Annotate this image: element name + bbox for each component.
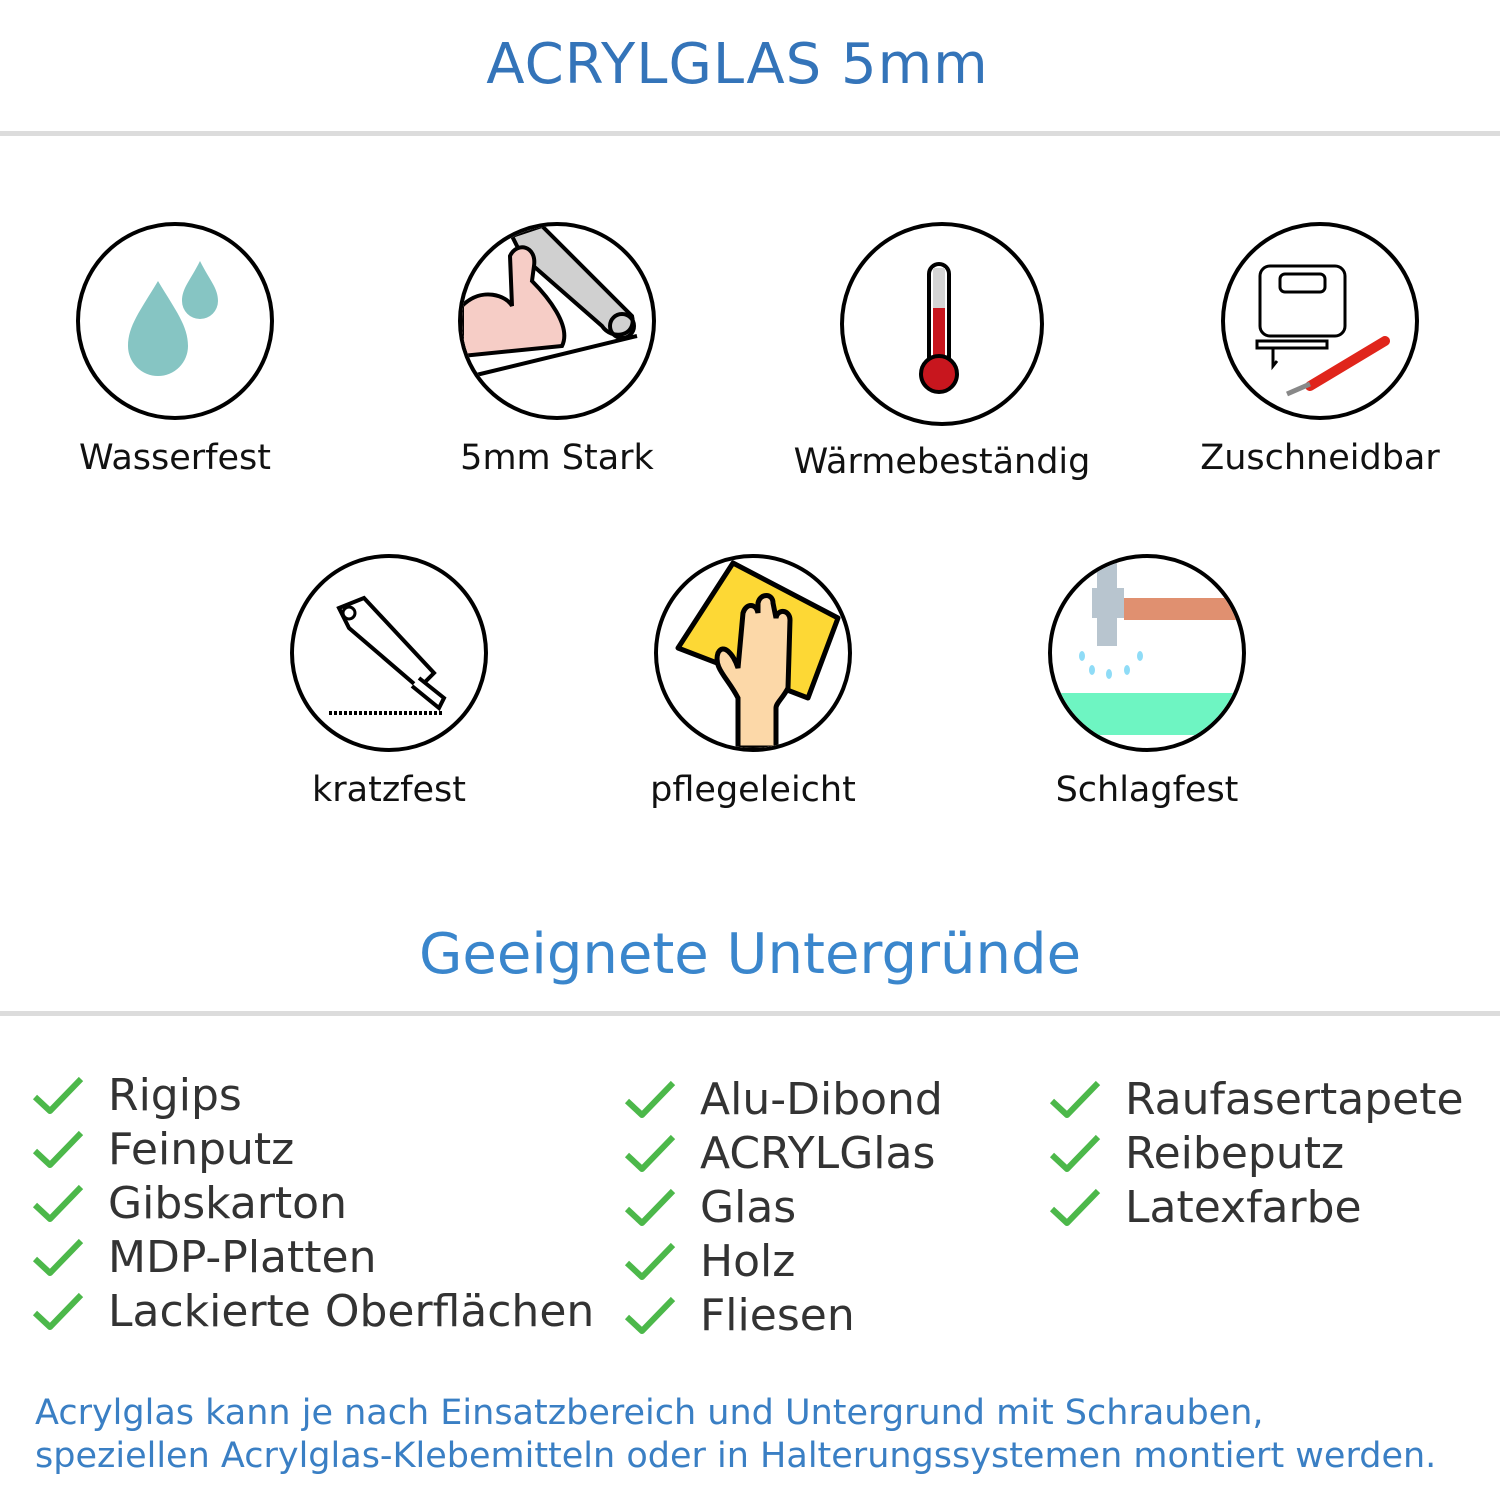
water-drops-icon — [76, 222, 274, 420]
feature-label: Schlagfest — [1055, 770, 1239, 810]
surface-item: Reibeputz — [1049, 1126, 1464, 1180]
surfaces-column-1: Rigips Feinputz Gibskarton MDP-Platten Lacki… — [32, 1068, 594, 1338]
surface-item: Alu-Dibond — [624, 1072, 943, 1126]
surface-label: Rigips — [108, 1069, 242, 1121]
feature-label: kratzfest — [311, 770, 466, 810]
footer-line-2: speziellen Acrylglas-Klebemitteln oder i… — [35, 1436, 1437, 1476]
surface-label: Alu-Dibond — [700, 1073, 943, 1125]
feature-pflegeleicht: pflegeleicht — [583, 554, 923, 810]
surfaces-column-2: Alu-Dibond ACRYLGlas Glas Holz Fliesen — [624, 1072, 943, 1342]
strong-arm-icon — [458, 222, 656, 420]
checkmark-icon — [32, 1184, 84, 1222]
checkmark-icon — [624, 1080, 676, 1118]
surfaces-column-3: Raufasertapete Reibeputz Latexfarbe — [1049, 1072, 1464, 1234]
surfaces-title: Geeignete Untergründe — [418, 922, 1082, 987]
feature-kratzfest: kratzfest — [219, 554, 559, 810]
divider — [0, 1011, 1500, 1016]
checkmark-icon — [624, 1296, 676, 1334]
surface-label: Lackierte Oberflächen — [108, 1285, 595, 1337]
cleaning-hand-icon — [654, 554, 852, 752]
surface-label: Glas — [700, 1181, 797, 1233]
feature-zuschneidbar: Zuschneidbar — [1150, 222, 1490, 478]
checkmark-icon — [624, 1188, 676, 1226]
feature-5mm-stark: 5mm Stark — [387, 222, 727, 478]
feature-label: pflegeleicht — [650, 770, 856, 810]
surface-item: Raufasertapete — [1049, 1072, 1464, 1126]
surface-item: MDP-Platten — [32, 1230, 594, 1284]
surface-label: Feinputz — [108, 1123, 295, 1175]
surface-label: Gibskarton — [108, 1177, 347, 1229]
checkmark-icon — [624, 1242, 676, 1280]
feature-label: Wasserfest — [78, 438, 272, 478]
surface-label: ACRYLGlas — [700, 1127, 936, 1179]
box-cutter-icon — [290, 554, 488, 752]
checkmark-icon — [32, 1130, 84, 1168]
surface-item: Feinputz — [32, 1122, 594, 1176]
surface-label: MDP-Platten — [108, 1231, 377, 1283]
checkmark-icon — [32, 1238, 84, 1276]
hammer-icon — [1048, 554, 1246, 752]
surface-item: Glas — [624, 1180, 943, 1234]
feature-label: Wärmebeständig — [793, 442, 1091, 482]
thermometer-icon — [840, 222, 1044, 426]
surface-item: Rigips — [32, 1068, 594, 1122]
surface-item: ACRYLGlas — [624, 1126, 943, 1180]
feature-schlagfest: Schlagfest — [977, 554, 1317, 810]
jigsaw-cutter-icon — [1221, 222, 1419, 420]
surface-label: Reibeputz — [1125, 1127, 1345, 1179]
feature-wasserfest: Wasserfest — [5, 222, 345, 478]
surface-item: Holz — [624, 1234, 943, 1288]
surface-item: Fliesen — [624, 1288, 943, 1342]
feature-label: Zuschneidbar — [1200, 438, 1440, 478]
checkmark-icon — [1049, 1188, 1101, 1226]
footer-line-1: Acrylglas kann je nach Einsatzbereich un… — [35, 1393, 1264, 1433]
surface-item: Latexfarbe — [1049, 1180, 1464, 1234]
surface-label: Latexfarbe — [1125, 1181, 1362, 1233]
checkmark-icon — [624, 1134, 676, 1172]
checkmark-icon — [1049, 1134, 1101, 1172]
surface-label: Fliesen — [700, 1289, 855, 1341]
checkmark-icon — [1049, 1080, 1101, 1118]
surface-label: Holz — [700, 1235, 796, 1287]
divider — [0, 131, 1500, 136]
page-title: ACRYLGLAS 5mm — [486, 32, 989, 97]
checkmark-icon — [32, 1076, 84, 1114]
surface-item: Gibskarton — [32, 1176, 594, 1230]
surface-label: Raufasertapete — [1125, 1073, 1464, 1125]
surface-item: Lackierte Oberflächen — [32, 1284, 594, 1338]
feature-waermebestaendig: Wärmebeständig — [772, 222, 1112, 482]
checkmark-icon — [32, 1292, 84, 1330]
feature-label: 5mm Stark — [460, 438, 654, 478]
